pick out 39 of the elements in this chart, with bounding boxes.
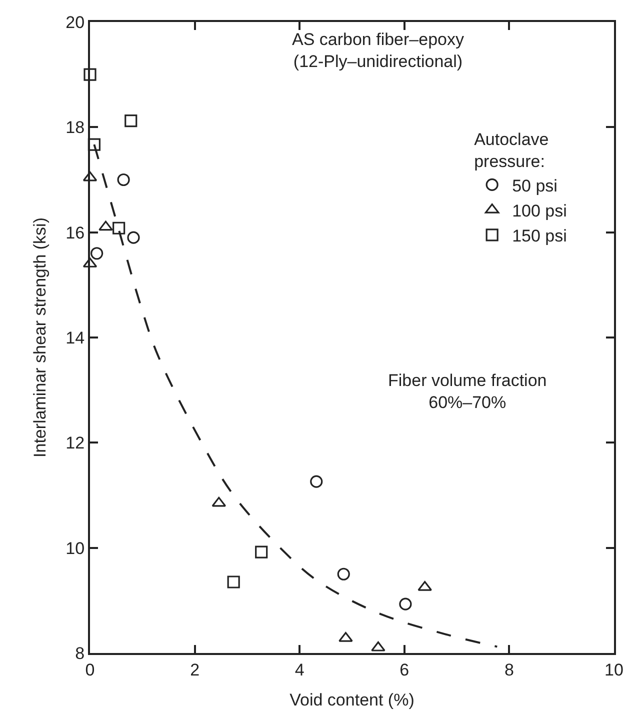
point xyxy=(212,496,226,507)
x-axis-title: Void content (%) xyxy=(290,690,414,710)
point xyxy=(338,632,353,642)
y-tick-label: 12 xyxy=(66,434,85,453)
x-tick-label: 4 xyxy=(294,660,304,680)
point xyxy=(310,475,323,488)
legend-label: 50 psi xyxy=(512,176,558,196)
y-tick-label: 18 xyxy=(66,118,85,138)
point xyxy=(418,580,432,591)
point xyxy=(88,138,100,151)
x-tick-label: 2 xyxy=(190,660,200,680)
x-tick-label: 8 xyxy=(504,660,514,680)
point xyxy=(255,546,268,558)
y-axis-title: Interlaminar shear strength (ksi) xyxy=(30,218,50,458)
x-tick-label: 10 xyxy=(604,660,624,680)
y-tick-label: 14 xyxy=(66,328,85,348)
annotation: Fiber volume fraction 60%–70% xyxy=(388,371,547,412)
y-tick-label: 10 xyxy=(66,538,85,558)
point xyxy=(112,222,126,234)
annotation: AS carbon fiber–epoxy (12-Ply–unidirectional) xyxy=(292,30,464,72)
point xyxy=(337,568,350,580)
x-tick-label: 0 xyxy=(85,660,95,680)
point xyxy=(82,171,98,182)
y-tick-label: 20 xyxy=(66,12,85,32)
legend-label: 150 psi xyxy=(512,226,567,246)
point xyxy=(98,220,113,231)
y-tick-label: 16 xyxy=(66,223,85,242)
legend-title: Autoclave pressure: xyxy=(474,130,549,172)
point xyxy=(127,231,140,244)
point xyxy=(399,598,412,610)
point xyxy=(84,68,96,81)
point xyxy=(117,173,130,186)
x-tick-label: 6 xyxy=(400,660,410,680)
point xyxy=(227,576,240,588)
point xyxy=(371,641,386,652)
point xyxy=(90,247,104,260)
y-tick-label: 8 xyxy=(75,644,85,663)
point xyxy=(124,114,138,128)
legend-label: 100 psi xyxy=(512,201,567,220)
